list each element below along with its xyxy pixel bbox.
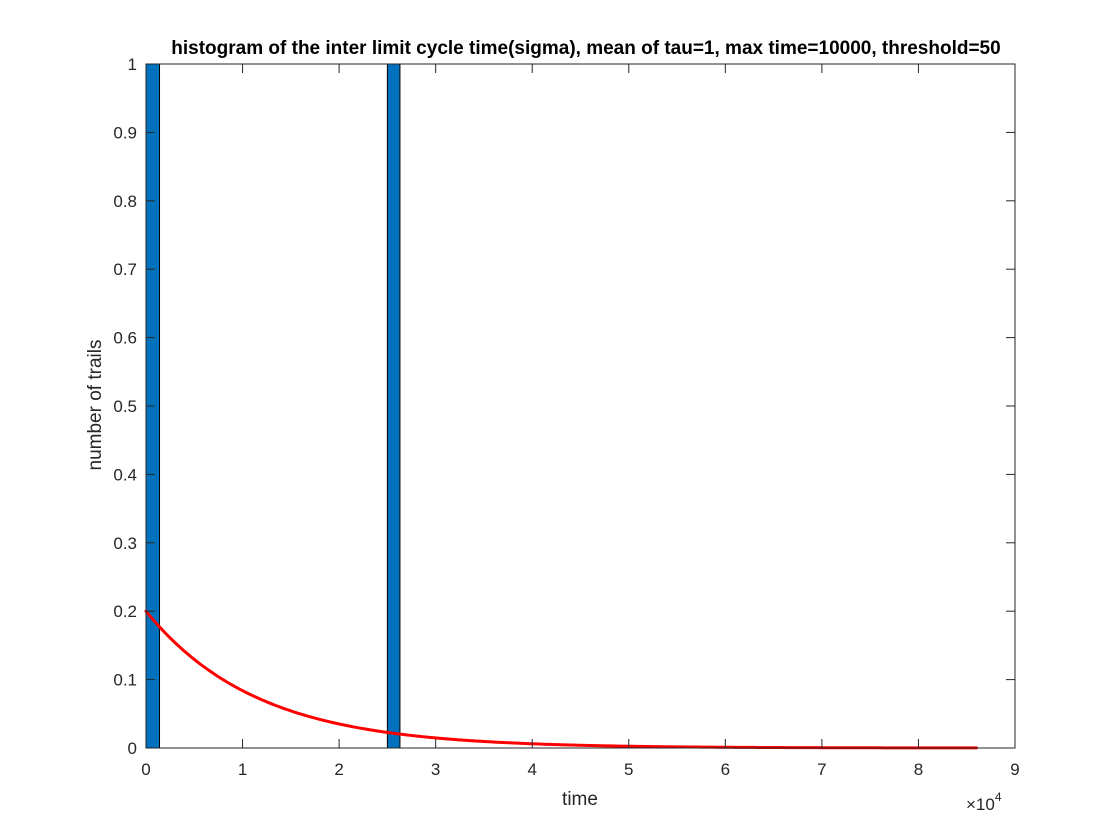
x-tick-label-3: 3: [431, 760, 440, 779]
x-tick-label-6: 6: [721, 760, 730, 779]
x-tick-label-9: 9: [1010, 760, 1019, 779]
x-tick-label-7: 7: [817, 760, 826, 779]
y-tick-label-9: 0.9: [113, 123, 137, 142]
y-tick-label-4: 0.4: [113, 465, 137, 484]
ticks-layer: 0 1 2 3 4 5 6 7 8 9 0 0.1 0.2 0.3 0.4 0.5 0.6 0.7 0.8 0.9 1: [113, 55, 1019, 779]
curve-layer: [144, 609, 978, 750]
y-tick-label-10: 1: [128, 55, 137, 74]
y-axis-label: number of trails: [85, 340, 106, 471]
axes-layer: [145, 63, 1016, 749]
y-tick-label-3: 0.3: [113, 534, 137, 553]
x-tick-label-4: 4: [527, 760, 536, 779]
x-tick-label-8: 8: [914, 760, 923, 779]
x-axis-multiplier: ×104: [966, 790, 1002, 814]
x-tick-label-5: 5: [624, 760, 633, 779]
histogram-bar-1: [386, 63, 401, 749]
x-axis-label: time: [562, 789, 598, 810]
bars-layer: [145, 63, 401, 749]
chart-title: histogram of the inter limit cycle time(…: [171, 38, 1000, 59]
y-tick-label-6: 0.6: [113, 329, 137, 348]
x-tick-label-1: 1: [238, 760, 247, 779]
y-tick-label-7: 0.7: [113, 260, 137, 279]
x-tick-label-2: 2: [334, 760, 343, 779]
y-tick-label-0: 0: [128, 739, 137, 758]
y-tick-label-2: 0.2: [113, 602, 137, 621]
y-tick-label-5: 0.5: [113, 397, 137, 416]
x-axis-multiplier-base: ×10: [966, 795, 995, 814]
fitted-curve-line: [144, 609, 978, 750]
plot-box: [145, 63, 1016, 749]
x-tick-label-0: 0: [141, 760, 150, 779]
y-tick-label-1: 0.1: [113, 671, 137, 690]
x-axis-multiplier-exponent: 4: [995, 790, 1002, 804]
y-tick-label-8: 0.8: [113, 192, 137, 211]
